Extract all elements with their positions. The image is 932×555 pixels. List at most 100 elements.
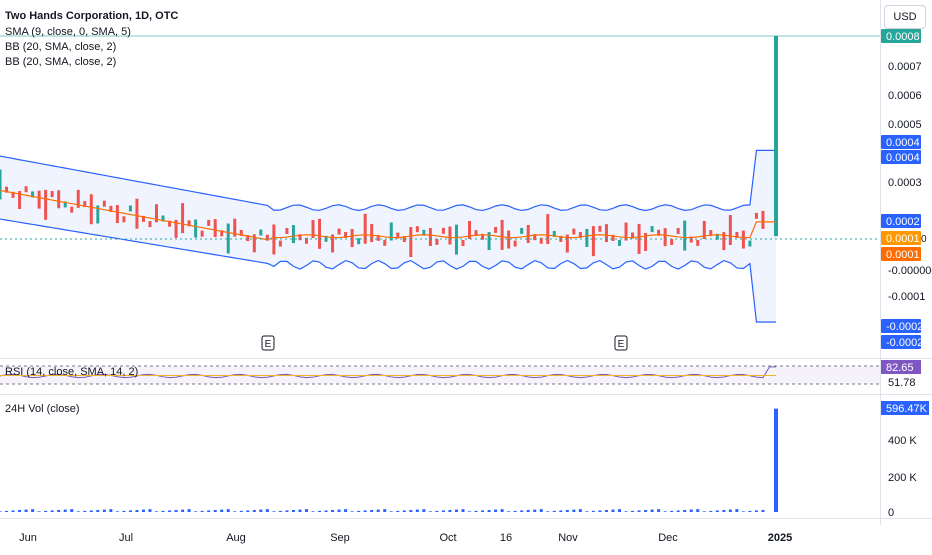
candle xyxy=(285,228,289,235)
indicator-sma-legend[interactable]: SMA (9, close, 0, SMA, 5) xyxy=(5,26,131,38)
volume-bar xyxy=(657,509,661,512)
candle xyxy=(481,233,485,240)
candle xyxy=(83,201,87,208)
candle xyxy=(18,191,22,210)
volume-bar xyxy=(350,511,354,512)
price-badge xyxy=(881,335,921,349)
candle xyxy=(631,232,635,239)
volume-bar xyxy=(663,511,667,512)
candle xyxy=(291,225,295,244)
price-tick-label: 0.0003 xyxy=(888,177,922,189)
candle xyxy=(644,232,648,251)
volume-bar xyxy=(617,509,621,512)
price-tick-label: 0.0005 xyxy=(888,119,922,131)
candle xyxy=(363,213,367,244)
volume-bar xyxy=(259,509,263,512)
candle xyxy=(383,239,387,246)
candle xyxy=(233,218,237,237)
candle xyxy=(278,240,282,247)
volume-bar xyxy=(115,511,119,512)
volume-bar xyxy=(135,510,139,512)
volume-label[interactable]: 24H Vol (close) xyxy=(5,403,80,415)
candle xyxy=(696,239,700,246)
volume-bar-last xyxy=(774,408,778,512)
price-tick-label: -0.0001 xyxy=(888,291,925,303)
candle xyxy=(168,220,172,227)
candle xyxy=(591,226,595,257)
volume-bar xyxy=(5,510,9,512)
candle xyxy=(611,234,615,241)
volume-bar xyxy=(604,510,608,512)
price-badge xyxy=(881,150,921,164)
volume-bar xyxy=(0,511,2,512)
candle xyxy=(135,198,139,229)
volume-bar xyxy=(409,510,413,512)
price-badge-label: 0.0002 xyxy=(886,216,920,228)
volume-bar xyxy=(50,510,54,512)
volume-bar xyxy=(683,510,687,512)
volume-bar xyxy=(148,509,152,512)
volume-bar xyxy=(207,510,211,512)
volume-bar xyxy=(559,510,563,512)
earnings-marker-label: E xyxy=(265,339,272,350)
volume-tick-label: 200 K xyxy=(888,472,917,484)
x-tick-label: Oct xyxy=(439,532,456,544)
candle xyxy=(155,204,159,223)
candle xyxy=(598,225,602,232)
candle xyxy=(761,210,765,229)
volume-bar xyxy=(11,510,15,512)
rsi-label[interactable]: RSI (14, close, SMA, 14, 2) xyxy=(5,366,139,378)
volume-bar xyxy=(155,511,159,512)
candle xyxy=(31,191,35,198)
volume-bar xyxy=(161,510,165,512)
candle xyxy=(604,224,608,243)
volume-bar xyxy=(611,509,615,512)
currency-button[interactable]: USD xyxy=(884,5,926,29)
volume-bar xyxy=(102,509,106,512)
candle xyxy=(239,229,243,236)
volume-tick-label: 400 K xyxy=(888,435,917,447)
volume-bar xyxy=(298,509,302,512)
candle xyxy=(128,205,132,212)
x-tick-label: Dec xyxy=(658,532,678,544)
bb-lower-line xyxy=(0,218,776,323)
x-tick-label: Jun xyxy=(19,532,37,544)
volume-bar xyxy=(670,510,674,512)
candle xyxy=(402,235,406,242)
candle xyxy=(350,229,354,248)
bb-upper-line xyxy=(0,149,776,212)
x-tick-label: 16 xyxy=(500,532,512,544)
volume-bar xyxy=(644,510,648,512)
volume-bar xyxy=(546,511,550,512)
volume-bar xyxy=(252,510,256,512)
volume-bar xyxy=(174,510,178,512)
indicator-bb-legend-2[interactable]: BB (20, SMA, close, 2) xyxy=(5,56,117,68)
volume-bar xyxy=(474,510,478,512)
volume-bar xyxy=(187,509,191,512)
volume-bar xyxy=(500,509,504,512)
volume-bar xyxy=(702,511,706,512)
volume-bar xyxy=(18,510,22,512)
rsi-ma-value: 51.78 xyxy=(888,377,916,389)
volume-bar xyxy=(689,509,693,512)
indicator-bb-legend[interactable]: BB (20, SMA, close, 2) xyxy=(5,41,117,53)
candle xyxy=(44,189,48,220)
price-badge-label: -0.0002 xyxy=(886,321,923,333)
symbol-title[interactable]: Two Hands Corporation, 1D, OTC xyxy=(5,10,179,22)
bb-fill xyxy=(0,150,776,322)
volume-bar xyxy=(344,509,348,512)
candle xyxy=(735,231,739,238)
volume-bar xyxy=(370,510,374,512)
candle xyxy=(539,237,543,244)
candle xyxy=(435,238,439,245)
candle xyxy=(461,239,465,246)
candle xyxy=(572,228,576,235)
candle xyxy=(122,216,126,223)
candle xyxy=(728,215,732,246)
candle xyxy=(526,224,530,243)
volume-bar xyxy=(304,509,308,512)
price-tick-label: 0.0006 xyxy=(888,90,922,102)
candle xyxy=(200,230,204,237)
